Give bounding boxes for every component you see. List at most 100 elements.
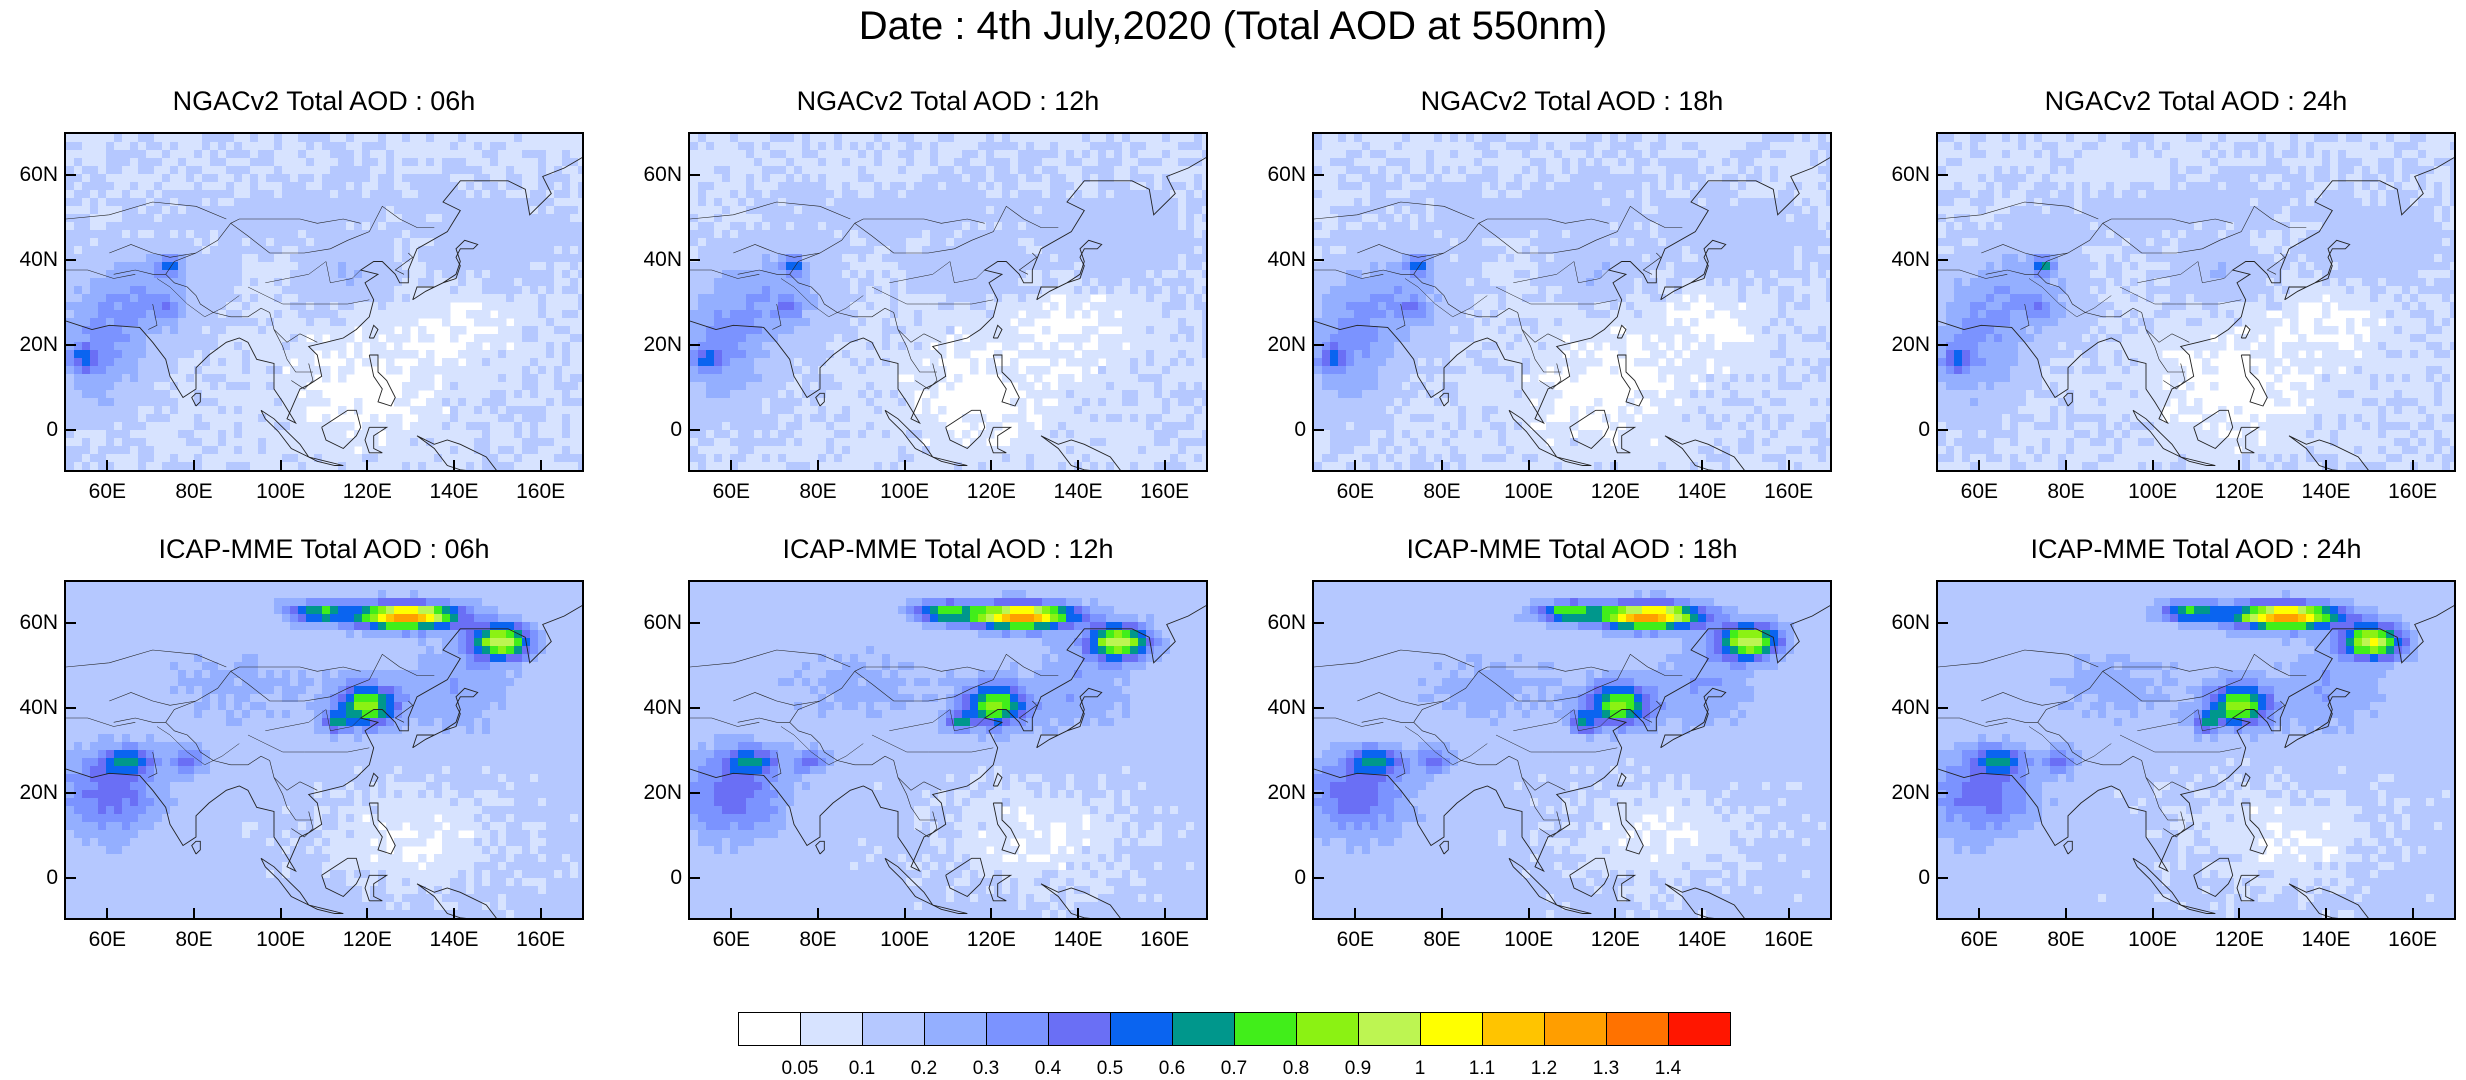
longitude-tick (453, 460, 455, 472)
coastline (2241, 355, 2267, 406)
longitude-tick-label: 160E (1754, 928, 1824, 952)
longitude-tick-label: 140E (1667, 928, 1737, 952)
colorbar-swatch (738, 1012, 801, 1046)
longitude-tick-label: 120E (2204, 928, 2274, 952)
longitude-tick (990, 460, 992, 472)
latitude-tick-label: 60N (632, 163, 682, 187)
longitude-tick-label: 60E (1320, 928, 1390, 952)
colorbar-label: 0.4 (1018, 1058, 1078, 1080)
colorbar-label: 0.05 (770, 1058, 830, 1080)
latitude-tick (688, 877, 700, 879)
longitude-tick (817, 908, 819, 920)
latitude-tick-label: 60N (1256, 163, 1306, 187)
longitude-tick (1614, 460, 1616, 472)
longitude-tick-label: 80E (159, 480, 229, 504)
longitude-tick (730, 908, 732, 920)
longitude-tick (453, 908, 455, 920)
latitude-tick-label: 40N (1880, 696, 1930, 720)
latitude-tick (1936, 429, 1948, 431)
longitude-tick (1441, 460, 1443, 472)
aod-map (688, 580, 1208, 920)
longitude-tick-label: 60E (1944, 480, 2014, 504)
longitude-tick (540, 908, 542, 920)
longitude-tick-label: 160E (2378, 480, 2448, 504)
aod-field (1314, 582, 1832, 920)
panel-title: ICAP-MME Total AOD : 18h (1312, 534, 1832, 565)
latitude-tick-label: 20N (1880, 781, 1930, 805)
longitude-tick-label: 140E (419, 480, 489, 504)
panel-title: ICAP-MME Total AOD : 12h (688, 534, 1208, 565)
latitude-tick (64, 259, 76, 261)
colorbar-swatch (1358, 1012, 1421, 1046)
longitude-tick-label: 100E (1494, 480, 1564, 504)
longitude-tick (2065, 460, 2067, 472)
latitude-tick (1936, 174, 1948, 176)
longitude-tick-label: 100E (2118, 928, 2188, 952)
latitude-tick (1936, 792, 1948, 794)
longitude-tick (1528, 908, 1530, 920)
latitude-tick-label: 20N (632, 781, 682, 805)
latitude-tick (688, 429, 700, 431)
latitude-tick-label: 60N (632, 611, 682, 635)
latitude-tick-label: 40N (8, 248, 58, 272)
latitude-tick-label: 0 (632, 866, 682, 890)
longitude-tick-label: 160E (2378, 928, 2448, 952)
longitude-tick-label: 80E (783, 928, 853, 952)
colorbar-label: 0.1 (832, 1058, 892, 1080)
latitude-tick (688, 707, 700, 709)
longitude-tick-label: 140E (1043, 928, 1113, 952)
latitude-tick (688, 174, 700, 176)
latitude-tick (1312, 174, 1324, 176)
latitude-tick-label: 0 (1880, 866, 1930, 890)
latitude-tick (64, 707, 76, 709)
longitude-tick (904, 908, 906, 920)
longitude-tick-label: 140E (1043, 480, 1113, 504)
longitude-tick-label: 120E (332, 480, 402, 504)
longitude-tick (1164, 908, 1166, 920)
colorbar-swatch (1420, 1012, 1483, 1046)
latitude-tick (1936, 259, 1948, 261)
latitude-tick-label: 20N (632, 333, 682, 357)
longitude-tick (2238, 460, 2240, 472)
longitude-tick-label: 140E (419, 928, 489, 952)
latitude-tick-label: 20N (1256, 333, 1306, 357)
latitude-tick (64, 429, 76, 431)
longitude-tick-label: 80E (1407, 928, 1477, 952)
latitude-tick-label: 40N (632, 248, 682, 272)
aod-field (690, 134, 1208, 472)
longitude-tick-label: 100E (246, 928, 316, 952)
figure-title: Date : 4th July,2020 (Total AOD at 550nm… (0, 4, 2466, 49)
latitude-tick (64, 174, 76, 176)
longitude-tick (280, 908, 282, 920)
colorbar-swatch (1544, 1012, 1607, 1046)
aod-map (1936, 580, 2456, 920)
colorbar-label: 1.4 (1638, 1058, 1698, 1080)
longitude-tick-label: 160E (1130, 928, 1200, 952)
aod-field (1938, 134, 2456, 472)
longitude-tick-label: 160E (506, 480, 576, 504)
longitude-tick-label: 60E (72, 480, 142, 504)
longitude-tick (1077, 460, 1079, 472)
latitude-tick (1936, 707, 1948, 709)
latitude-tick-label: 0 (1256, 418, 1306, 442)
longitude-tick-label: 60E (72, 928, 142, 952)
aod-map (64, 580, 584, 920)
latitude-tick (1312, 259, 1324, 261)
aod-field (66, 134, 584, 472)
longitude-tick-label: 60E (1320, 480, 1390, 504)
longitude-tick (366, 460, 368, 472)
latitude-tick-label: 40N (1256, 248, 1306, 272)
latitude-tick (64, 877, 76, 879)
longitude-tick (1077, 908, 1079, 920)
aod-map (688, 132, 1208, 472)
colorbar-swatch (1606, 1012, 1669, 1046)
latitude-tick-label: 40N (1256, 696, 1306, 720)
colorbar-swatch (986, 1012, 1049, 1046)
latitude-tick (1312, 707, 1324, 709)
longitude-tick-label: 100E (246, 480, 316, 504)
colorbar-label: 1.1 (1452, 1058, 1512, 1080)
latitude-tick (1936, 877, 1948, 879)
aod-field (66, 582, 584, 920)
latitude-tick (1312, 429, 1324, 431)
latitude-tick (64, 344, 76, 346)
